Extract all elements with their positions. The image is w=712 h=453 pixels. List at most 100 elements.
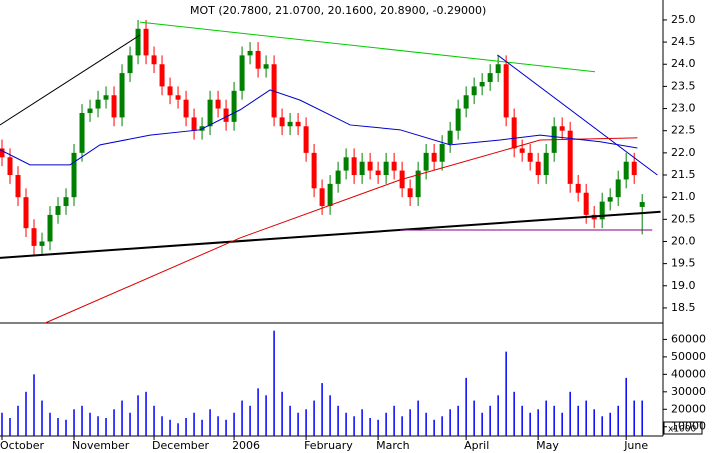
y-tick-label: 22.5 xyxy=(671,124,696,137)
candle-body xyxy=(135,28,141,56)
candle-body xyxy=(239,55,245,91)
candle-body xyxy=(175,95,181,100)
candle-body xyxy=(287,121,293,127)
candle-body xyxy=(7,157,13,176)
candle-body xyxy=(559,126,565,131)
volume-tick-label: 50000 xyxy=(671,350,706,363)
y-tick-label: 20.5 xyxy=(671,212,696,225)
x-tick-label: June xyxy=(623,439,648,452)
candle-body xyxy=(575,183,581,193)
candle-body xyxy=(119,73,125,118)
candle-body xyxy=(327,183,333,207)
candle-body xyxy=(431,152,437,162)
candle-body xyxy=(527,152,533,162)
candle-body xyxy=(375,170,381,176)
volume-tick-label: 60000 xyxy=(671,332,706,345)
candle-body xyxy=(303,126,309,153)
x-tick-label: February xyxy=(304,439,353,452)
candle-body xyxy=(223,108,229,122)
candle-body xyxy=(295,121,301,127)
candle-body xyxy=(495,64,501,74)
trend-line xyxy=(0,89,638,166)
candle-body xyxy=(423,152,429,171)
candle-body xyxy=(111,95,117,118)
candle-body xyxy=(255,50,261,69)
candle-body xyxy=(487,73,493,82)
candle-body xyxy=(143,28,149,56)
candle-body xyxy=(463,95,469,109)
candle-body xyxy=(639,202,645,207)
y-tick-label: 25.0 xyxy=(671,13,696,26)
y-tick-label: 22.0 xyxy=(671,146,696,159)
y-tick-label: 18.5 xyxy=(671,301,696,314)
y-tick-label: 19.5 xyxy=(671,257,696,270)
candle-body xyxy=(471,86,477,96)
trend-line xyxy=(0,210,661,259)
candle-body xyxy=(95,99,101,109)
y-tick-label: 21.0 xyxy=(671,190,696,203)
candle-body xyxy=(567,130,573,184)
candle-body xyxy=(15,175,21,198)
candle-body xyxy=(23,197,29,229)
candle-body xyxy=(367,161,373,171)
candle-body xyxy=(511,117,517,149)
candle-body xyxy=(543,152,549,176)
trend-line xyxy=(0,34,141,126)
trend-line xyxy=(497,54,658,176)
candle-body xyxy=(167,86,173,96)
unit-box xyxy=(663,421,703,435)
candle-body xyxy=(623,161,629,180)
candle-body xyxy=(359,161,365,176)
volume-tick-label: 30000 xyxy=(671,385,706,398)
x-tick-label: October xyxy=(0,439,44,452)
y-tick-label: 24.0 xyxy=(671,57,696,70)
candle-body xyxy=(39,241,45,246)
candle-body xyxy=(335,170,341,184)
candle-body xyxy=(63,197,69,207)
candle-body xyxy=(535,161,541,176)
candle-body xyxy=(55,206,61,215)
candle-body xyxy=(279,117,285,127)
y-tick-label: 23.5 xyxy=(671,79,696,92)
candle-body xyxy=(519,148,525,153)
candle-body xyxy=(263,64,269,69)
volume-unit: x1000 xyxy=(668,425,697,435)
candle-body xyxy=(319,188,325,207)
candle-body xyxy=(231,90,237,122)
candle-body xyxy=(127,55,133,74)
candle-body xyxy=(447,130,453,144)
candle-body xyxy=(159,64,165,87)
candle-body xyxy=(479,81,485,87)
y-tick-label: 24.5 xyxy=(671,35,696,48)
x-tick-label: March xyxy=(376,439,410,452)
candle-body xyxy=(343,157,349,171)
trend-line xyxy=(45,137,638,324)
candle-body xyxy=(599,201,605,220)
candle-body xyxy=(183,99,189,118)
candle-body xyxy=(191,117,197,131)
candle-body xyxy=(311,152,317,189)
candle-body xyxy=(455,108,461,131)
trend-line xyxy=(139,21,596,73)
candle-body xyxy=(0,148,5,158)
candle-body xyxy=(79,112,85,153)
y-tick-label: 19.0 xyxy=(671,279,696,292)
candle-body xyxy=(383,161,389,176)
candle-body xyxy=(47,214,53,242)
chart-title: MOT (20.7800, 21.0700, 20.1600, 20.8900,… xyxy=(190,4,486,17)
candle-body xyxy=(207,99,213,127)
candle-body xyxy=(247,50,253,56)
candle-body xyxy=(407,188,413,198)
x-tick-label: December xyxy=(152,439,210,452)
candle-body xyxy=(351,157,357,176)
volume-tick-label: 40000 xyxy=(671,367,706,380)
y-tick-label: 20.0 xyxy=(671,234,696,247)
candle-body xyxy=(87,108,93,113)
volume-tick-label: 20000 xyxy=(671,402,706,415)
candle-body xyxy=(439,143,445,162)
x-tick-label: May xyxy=(536,439,559,452)
candle-body xyxy=(583,192,589,215)
x-tick-label: November xyxy=(72,439,130,452)
candle-body xyxy=(103,95,109,100)
